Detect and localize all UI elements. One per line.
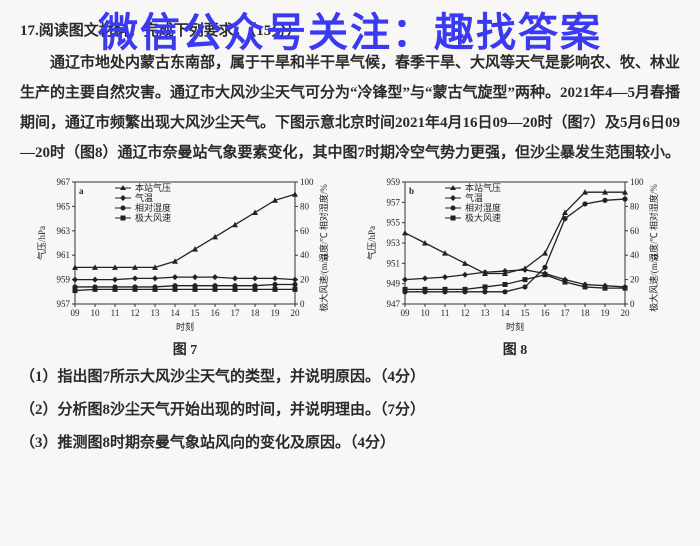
svg-text:19: 19: [601, 308, 611, 318]
svg-text:957: 957: [387, 197, 401, 207]
svg-text:极大风速/(m/s): 极大风速/(m/s): [318, 254, 329, 312]
svg-text:80: 80: [300, 201, 310, 211]
chart-8-svg: 9479499519539559579590204060801000910111…: [365, 172, 665, 332]
svg-text:13: 13: [481, 308, 491, 318]
svg-text:09: 09: [71, 308, 81, 318]
svg-text:本站气压: 本站气压: [135, 182, 171, 193]
svg-text:20: 20: [621, 308, 631, 318]
svg-text:0: 0: [300, 299, 305, 309]
svg-text:温度/℃ 相对湿度/%: 温度/℃ 相对湿度/%: [648, 184, 659, 262]
svg-text:20: 20: [300, 275, 310, 285]
chart-7: 9579599619639659670204060801000910111213…: [35, 172, 335, 359]
svg-text:60: 60: [300, 226, 310, 236]
svg-text:a: a: [79, 186, 84, 196]
svg-text:17: 17: [561, 308, 571, 318]
svg-text:15: 15: [521, 308, 531, 318]
svg-text:09: 09: [401, 308, 411, 318]
svg-text:12: 12: [461, 308, 470, 318]
svg-text:20: 20: [630, 275, 640, 285]
svg-text:100: 100: [300, 177, 314, 187]
svg-text:16: 16: [541, 308, 551, 318]
svg-text:气温: 气温: [465, 192, 483, 203]
sub-question-2: （2）分析图8沙尘天气开始出现的时间，并说明理由。（7分）: [20, 394, 680, 427]
sub-question-1: （1）指出图7所示大风沙尘天气的类型，并说明原因。（4分）: [20, 361, 680, 394]
svg-text:953: 953: [387, 238, 401, 248]
svg-text:949: 949: [387, 279, 401, 289]
svg-text:40: 40: [300, 250, 310, 260]
svg-text:947: 947: [387, 299, 401, 309]
svg-text:959: 959: [57, 275, 71, 285]
svg-text:相对湿度: 相对湿度: [135, 202, 171, 213]
svg-text:18: 18: [251, 308, 261, 318]
svg-text:14: 14: [501, 308, 511, 318]
svg-text:温度/℃ 相对湿度/%: 温度/℃ 相对湿度/%: [318, 184, 329, 262]
svg-text:955: 955: [387, 218, 401, 228]
svg-text:相对湿度: 相对湿度: [465, 202, 501, 213]
svg-text:60: 60: [630, 226, 640, 236]
svg-text:本站气压: 本站气压: [465, 182, 501, 193]
question-number: 17.阅读图文材料，完成下列要求。（15分）: [20, 16, 680, 46]
svg-text:气压/hPa: 气压/hPa: [36, 226, 47, 260]
svg-text:极大风速/(m/s): 极大风速/(m/s): [648, 254, 659, 312]
svg-text:10: 10: [91, 308, 101, 318]
chart-7-svg: 9579599619639659670204060801000910111213…: [35, 172, 335, 332]
svg-text:16: 16: [211, 308, 221, 318]
svg-text:时刻: 时刻: [176, 321, 194, 332]
svg-text:11: 11: [111, 308, 120, 318]
svg-text:时刻: 时刻: [506, 321, 524, 332]
svg-text:气温: 气温: [135, 192, 153, 203]
chart-8: 9479499519539559579590204060801000910111…: [365, 172, 665, 359]
svg-text:13: 13: [151, 308, 161, 318]
sub-question-3: （3）推测图8时期奈曼气象站风向的变化及原因。（4分）: [20, 427, 680, 460]
svg-text:965: 965: [57, 201, 71, 211]
body-text: 通辽市地处内蒙古东南部，属于干旱和半干旱气候，春季干旱、大风等天气是影响农、牧、…: [20, 48, 680, 168]
svg-text:957: 957: [57, 299, 71, 309]
svg-text:20: 20: [291, 308, 301, 318]
svg-text:气压/hPa: 气压/hPa: [366, 226, 377, 260]
svg-text:10: 10: [421, 308, 431, 318]
svg-text:0: 0: [630, 299, 635, 309]
charts-row: 9579599619639659670204060801000910111213…: [20, 172, 680, 359]
caption-7: 图 7: [35, 339, 335, 359]
svg-text:963: 963: [57, 226, 71, 236]
svg-text:极大风速: 极大风速: [465, 212, 501, 223]
svg-text:11: 11: [441, 308, 450, 318]
svg-text:80: 80: [630, 201, 640, 211]
svg-text:b: b: [409, 186, 414, 196]
svg-text:40: 40: [630, 250, 640, 260]
caption-8: 图 8: [365, 339, 665, 359]
svg-text:951: 951: [387, 258, 401, 268]
svg-text:959: 959: [387, 177, 401, 187]
svg-text:18: 18: [581, 308, 591, 318]
svg-text:12: 12: [131, 308, 140, 318]
svg-text:19: 19: [271, 308, 281, 318]
svg-text:极大风速: 极大风速: [135, 212, 171, 223]
svg-text:967: 967: [57, 177, 71, 187]
svg-text:961: 961: [57, 250, 71, 260]
svg-text:15: 15: [191, 308, 201, 318]
svg-text:14: 14: [171, 308, 181, 318]
svg-text:100: 100: [630, 177, 644, 187]
svg-text:17: 17: [231, 308, 241, 318]
